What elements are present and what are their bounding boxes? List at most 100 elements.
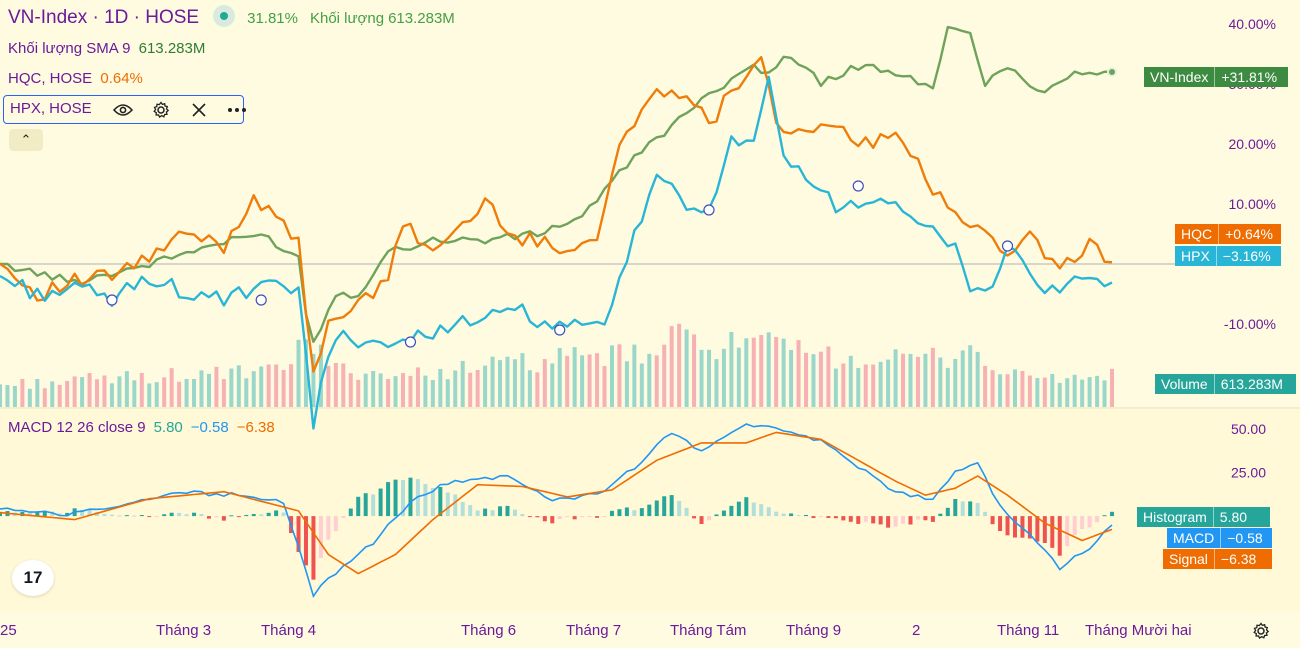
event-marker <box>404 336 417 348</box>
macd-histogram-bar <box>490 510 495 517</box>
volume-bar <box>751 337 756 407</box>
volume-bar <box>1027 375 1032 407</box>
macd-histogram-bar <box>550 516 555 524</box>
macd-histogram-bar <box>430 487 435 517</box>
volume-bar <box>229 368 234 407</box>
volume-bar <box>475 369 480 407</box>
macd-histogram-bar <box>147 516 152 518</box>
macd-histogram-bar <box>1005 516 1010 536</box>
hpx-legend[interactable]: HPX, HOSE <box>3 95 246 124</box>
gear-icon[interactable] <box>150 99 172 121</box>
sma-label: Khối lượng SMA 9 <box>8 40 131 57</box>
volume-bar <box>654 355 659 407</box>
volume-bar <box>266 364 271 407</box>
macd-histogram-bar <box>408 477 413 517</box>
volume-bar <box>915 356 920 407</box>
volume-bar <box>65 380 70 407</box>
macd-histogram-bar <box>132 515 137 517</box>
volume-bar <box>781 338 786 407</box>
volume-bar <box>527 370 532 407</box>
macd-histogram-bar <box>438 486 443 517</box>
x-axis-label: 2 <box>912 622 921 639</box>
tradingview-logo[interactable]: 17 <box>12 560 54 596</box>
macd-histogram-bar <box>751 502 756 517</box>
volume-bar <box>856 367 861 407</box>
volume-bar <box>550 363 555 407</box>
macd-histogram-bar <box>341 516 346 518</box>
volume-bar <box>289 364 294 407</box>
volume-bar <box>453 370 458 407</box>
macd-histogram-bar <box>945 507 950 517</box>
more-icon[interactable] <box>226 99 248 121</box>
symbol-legend[interactable]: VN-Index · 1D · HOSE 31.81% Khối lượng 613.… <box>8 5 463 29</box>
volume-bar <box>221 379 226 407</box>
eye-icon[interactable] <box>112 99 134 121</box>
macd-histogram-bar <box>915 516 920 520</box>
price-lines <box>0 25 1117 430</box>
macd-histogram-bar <box>736 501 741 517</box>
macd-legend[interactable]: MACD 12 26 close 9 5.80 −0.58 −6.38 <box>8 419 279 436</box>
volume-bar <box>274 364 279 407</box>
change-percent: 31.81% <box>247 10 298 28</box>
symbol-title[interactable]: VN-Index · 1D · HOSE <box>8 7 200 29</box>
volume-bar <box>430 380 435 407</box>
macd-histogram-bar <box>1012 516 1017 538</box>
volume-bar <box>333 362 338 407</box>
hqc-legend[interactable]: HQC, HOSE 0.64% <box>8 70 147 87</box>
close-icon[interactable] <box>188 99 210 121</box>
volume-bar <box>766 332 771 407</box>
macd-histogram-bar <box>87 509 92 517</box>
macd-histogram-bar <box>505 505 510 517</box>
volume-bar <box>423 375 428 407</box>
macd-histogram-bar <box>80 509 85 517</box>
macd-histogram-bar <box>684 507 689 517</box>
macd-histogram-bar <box>221 516 226 521</box>
volume-bar <box>848 355 853 407</box>
volume-bar <box>27 388 32 407</box>
macd-histogram-bar <box>0 512 2 517</box>
volume-bar <box>57 384 62 407</box>
macd-histogram-bar <box>669 495 674 517</box>
macd-histogram-bar <box>699 516 704 524</box>
volume-bar <box>147 383 152 407</box>
settings-gear-icon[interactable] <box>1251 621 1271 641</box>
macd-histogram-bar <box>856 516 861 524</box>
histogram-price-tag: Histogram 5.80 <box>1137 507 1270 527</box>
macd-histogram-bar <box>468 505 473 517</box>
macd-histogram-bar <box>602 516 607 518</box>
volume-bar <box>1102 380 1107 407</box>
macd-histogram-bar <box>1065 516 1070 546</box>
macd-histogram-bar <box>990 516 995 525</box>
macd-histogram-bar <box>901 516 906 524</box>
macd-histogram-bar <box>938 513 943 517</box>
volume-bar <box>557 348 562 407</box>
x-axis-label: Tháng 9 <box>786 622 842 639</box>
macd-histogram-bar <box>848 516 853 522</box>
macd-histogram-bar <box>35 511 40 517</box>
macd-histogram-bar <box>1050 516 1055 548</box>
volume-bar <box>490 356 495 407</box>
macd-histogram-bar <box>206 516 211 519</box>
hqc-price-tag: HQC +0.64% <box>1175 224 1281 244</box>
macd-histogram-bar <box>818 516 823 518</box>
volume-bar <box>595 353 600 407</box>
volume-bar <box>20 378 25 407</box>
macd-histogram-bar <box>1042 516 1047 544</box>
signal-line <box>0 431 1113 575</box>
macd-histogram-bar <box>893 516 898 527</box>
volume-bar <box>617 344 622 407</box>
macd-histogram-bar <box>214 516 219 518</box>
volume-bar <box>759 335 764 407</box>
sma-legend[interactable]: Khối lượng SMA 9 613.283M <box>8 40 209 57</box>
macd-histogram-bar <box>968 501 973 517</box>
chevron-up-icon: ⌃ <box>20 132 32 147</box>
volume-bar <box>714 359 719 407</box>
volume-bar <box>1065 378 1070 407</box>
collapse-legend-button[interactable]: ⌃ <box>9 129 43 151</box>
volume-value: 613.283M <box>388 10 455 28</box>
macd-histogram-bar <box>729 505 734 517</box>
volume-bar <box>1020 371 1025 407</box>
volume-bar <box>356 379 361 407</box>
volume-bar <box>341 363 346 407</box>
volume-bar <box>1012 369 1017 407</box>
